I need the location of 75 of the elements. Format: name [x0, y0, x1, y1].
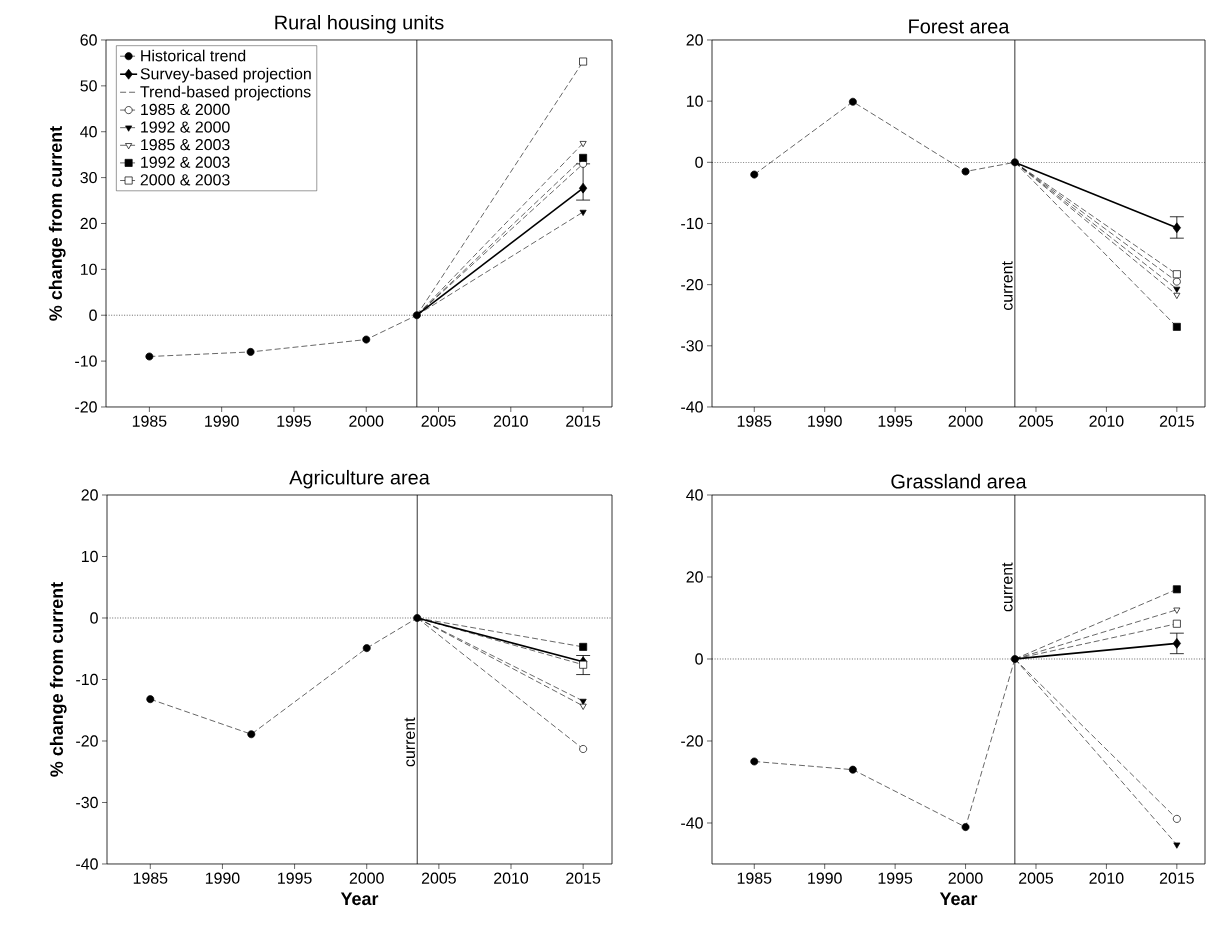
legend-label: Survey-based projection [140, 67, 311, 83]
x-tick-label: 1985 [737, 872, 772, 884]
y-tick-label: 10 [81, 550, 98, 563]
chart-title: Grassland area [891, 473, 1027, 489]
x-tick-label: 2000 [349, 872, 384, 884]
x-tick-label: 1990 [205, 872, 240, 884]
y-tick-label: 10 [686, 95, 703, 107]
y-tick-label: -20 [75, 401, 97, 413]
x-tick-label: 2015 [566, 872, 601, 884]
x-tick-label: 2010 [494, 872, 529, 884]
x-tick-label: 2005 [1019, 872, 1054, 884]
x-tick-label: 1985 [132, 415, 167, 427]
y-tick-label: 20 [81, 489, 98, 501]
y-tick-label: -40 [681, 817, 703, 829]
legend-label: Historical trend [141, 49, 246, 62]
x-tick-label: 2015 [566, 415, 601, 427]
x-tick-label: 1985 [133, 872, 168, 884]
x-tick-label: 1995 [277, 415, 311, 427]
ref-line-label: current [404, 717, 416, 767]
x-tick-label: 1990 [808, 872, 842, 884]
y-tick-label: 0 [90, 612, 98, 624]
x-tick-label: 2015 [1159, 872, 1194, 884]
y-tick-label: -30 [76, 796, 98, 809]
y-tick-label: 0 [695, 653, 703, 665]
y-tick-label: -40 [681, 401, 703, 413]
x-tick-label: 2005 [421, 415, 456, 427]
x-tick-label: 1990 [808, 415, 842, 427]
y-tick-label: 10 [80, 263, 97, 275]
y-tick-label: 0 [89, 309, 97, 321]
x-tick-label: 2000 [948, 872, 983, 884]
y-tick-label: -20 [681, 735, 703, 747]
x-tick-label: 2010 [493, 415, 528, 427]
x-tick-label: 2010 [1089, 415, 1124, 427]
x-tick-label: 2005 [1019, 415, 1054, 427]
y-tick-label: -20 [76, 735, 98, 747]
x-tick-label: 1995 [278, 872, 312, 884]
legend-label: 1992 & 2003 [141, 156, 230, 168]
x-tick-label: 1995 [878, 415, 913, 427]
x-tick-label: 2010 [1089, 872, 1124, 884]
y-tick-label: -20 [681, 279, 703, 291]
x-tick-label: 2005 [421, 872, 456, 884]
y-tick-label: 40 [686, 489, 703, 501]
y-axis-title: % change from current [48, 126, 66, 321]
x-tick-label: 2000 [948, 415, 983, 427]
y-tick-label: 50 [80, 80, 97, 92]
y-tick-label: 20 [686, 34, 703, 46]
x-tick-label: 2000 [349, 415, 384, 427]
y-tick-label: 40 [80, 126, 97, 138]
y-tick-label: 60 [80, 34, 97, 46]
chart-title: Agriculture area [289, 469, 430, 489]
legend-label: 2000 & 2003 [140, 174, 230, 186]
y-tick-label: -30 [681, 340, 703, 352]
x-tick-label: 1995 [878, 872, 913, 884]
y-axis-title: % change from current [49, 582, 67, 777]
y-tick-label: -10 [681, 217, 703, 230]
legend-label: 1985 & 2000 [141, 103, 230, 116]
ref-line-label: current [1002, 562, 1013, 612]
y-tick-label: 0 [695, 156, 703, 168]
x-tick-label: 1990 [205, 415, 239, 427]
legend-label: 1985 & 2003 [141, 138, 230, 151]
y-tick-label: -40 [76, 858, 98, 870]
y-tick-label: -10 [76, 673, 98, 686]
x-axis-title: Year [340, 892, 379, 906]
y-tick-label: 20 [686, 571, 703, 583]
y-tick-label: -10 [75, 355, 97, 367]
x-axis-title: Year [939, 892, 978, 906]
y-tick-label: 30 [80, 171, 97, 184]
chart-title: Forest area [909, 19, 1010, 34]
x-tick-label: 2015 [1159, 415, 1194, 427]
ref-line-label: current [1002, 261, 1013, 311]
y-tick-label: 20 [80, 217, 97, 230]
legend-label: 1992 & 2000 [141, 121, 230, 133]
chart-title: Rural housing units [275, 14, 444, 34]
legend-title: Trend-based projections [140, 85, 311, 101]
x-tick-label: 1985 [737, 415, 772, 427]
